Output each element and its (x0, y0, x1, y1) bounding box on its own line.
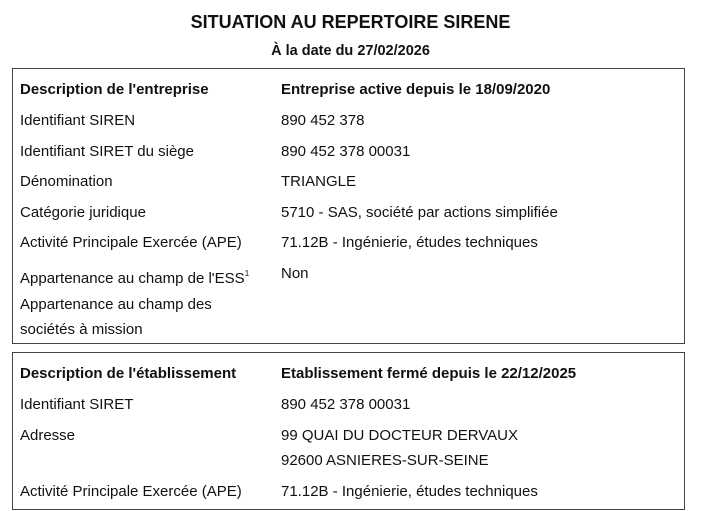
row-value: 890 452 378 (281, 112, 365, 129)
footnote-marker: 1 (244, 269, 250, 278)
page-subtitle: À la date du 27/02/2026 (271, 43, 430, 59)
row-label: Identifiant SIREN (20, 112, 136, 129)
row-label: Activité Principale Exercée (APE) (20, 483, 242, 500)
row-label: Identifiant SIRET du siège (20, 143, 194, 160)
row-label: Activité Principale Exercée (APE) (20, 234, 242, 251)
row-label: Catégorie juridique (20, 204, 146, 221)
row-label: Identifiant SIRET (20, 396, 134, 413)
row-label: Appartenance au champ des sociétés à miss… (20, 292, 275, 342)
etablissement-section: Description de l'établissement Etablisse… (12, 352, 685, 510)
adresse-line2: 92600 ASNIERES-SUR-SEINE (281, 452, 489, 469)
row-value: 99 QUAI DU DOCTEUR DERVAUX 92600 ASNIERES… (281, 423, 518, 473)
row-label: Dénomination (20, 173, 113, 190)
row-value: 71.12B - Ingénierie, études techniques (281, 234, 538, 251)
row-value: 890 452 378 00031 (281, 396, 411, 413)
row-value: TRIANGLE (281, 173, 357, 190)
row-label-text: Appartenance au champ de l'ESS (20, 270, 245, 287)
row-label-line1: Appartenance au champ des (20, 296, 212, 313)
entreprise-header-label: Description de l'entreprise (20, 81, 209, 98)
entreprise-status: Entreprise active depuis le 18/09/2020 (281, 81, 551, 98)
row-value: 890 452 378 00031 (281, 143, 411, 160)
etablissement-header-label: Description de l'établissement (20, 365, 237, 382)
adresse-line1: 99 QUAI DU DOCTEUR DERVAUX (281, 427, 518, 444)
entreprise-section: Description de l'entreprise Entreprise a… (12, 68, 685, 344)
row-label: Adresse (20, 427, 76, 444)
etablissement-status: Etablissement fermé depuis le 22/12/2025 (281, 365, 577, 382)
row-value: 5710 - SAS, société par actions simplifi… (281, 204, 558, 221)
row-value: Non (281, 265, 309, 282)
page-title: SITUATION AU REPERTOIRE SIRENE (190, 12, 511, 32)
row-label-line2: sociétés à mission (20, 321, 143, 338)
row-label: Appartenance au champ de l'ESS1 (20, 261, 275, 291)
row-value: 71.12B - Ingénierie, études techniques (281, 483, 538, 500)
